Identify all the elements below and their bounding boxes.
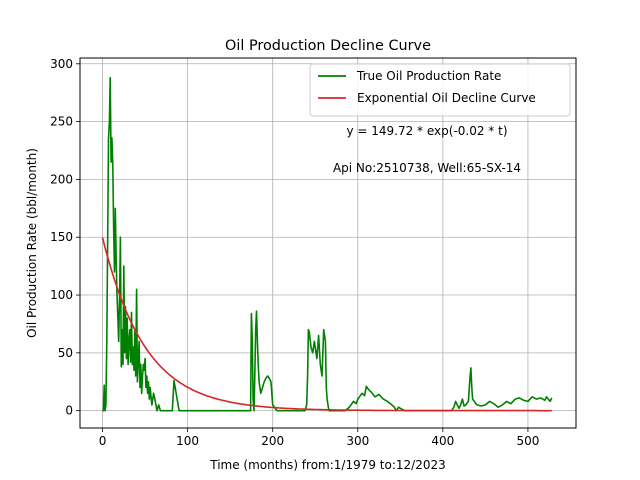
legend-label-true-rate: True Oil Production Rate bbox=[356, 69, 501, 83]
series-layer bbox=[101, 76, 553, 412]
legend: True Oil Production Rate Exponential Oil… bbox=[309, 63, 571, 117]
plot-frame bbox=[79, 57, 577, 429]
series-exponential-oil-decline-curve bbox=[101, 237, 552, 412]
chart-title: Oil Production Decline Curve bbox=[225, 38, 431, 54]
y-tick-label: 200 bbox=[50, 172, 73, 186]
x-tick-label: 100 bbox=[176, 434, 199, 448]
grid bbox=[80, 58, 576, 428]
legend-label-decline-curve: Exponential Oil Decline Curve bbox=[357, 91, 536, 105]
y-tick-label: 250 bbox=[50, 115, 73, 129]
x-tick-label: 400 bbox=[431, 434, 454, 448]
well-annotation: Api No:2510738, Well:65-SX-14 bbox=[333, 161, 521, 175]
y-tick-label: 50 bbox=[58, 346, 73, 360]
equation-annotation: y = 149.72 * exp(-0.02 * t) bbox=[346, 124, 507, 138]
y-axis-label: Oil Production Rate (bbl/month) bbox=[25, 148, 39, 338]
y-tick-label: 0 bbox=[65, 404, 73, 418]
x-tick-label: 200 bbox=[261, 434, 284, 448]
ticks: 0 100 200 300 400 500 0 50 100 150 200 250 300 bbox=[50, 57, 539, 448]
x-tick-label: 300 bbox=[346, 434, 369, 448]
y-tick-label: 300 bbox=[50, 57, 73, 71]
x-tick-label: 500 bbox=[516, 434, 539, 448]
x-tick-label: 0 bbox=[99, 434, 107, 448]
legend-box bbox=[309, 63, 571, 117]
y-tick-label: 100 bbox=[50, 288, 73, 302]
plot-area bbox=[80, 58, 576, 428]
x-axis-label: Time (months) from:1/1979 to:12/2023 bbox=[209, 458, 446, 472]
series-true-oil-production-rate bbox=[102, 76, 553, 412]
y-tick-label: 150 bbox=[50, 230, 73, 244]
